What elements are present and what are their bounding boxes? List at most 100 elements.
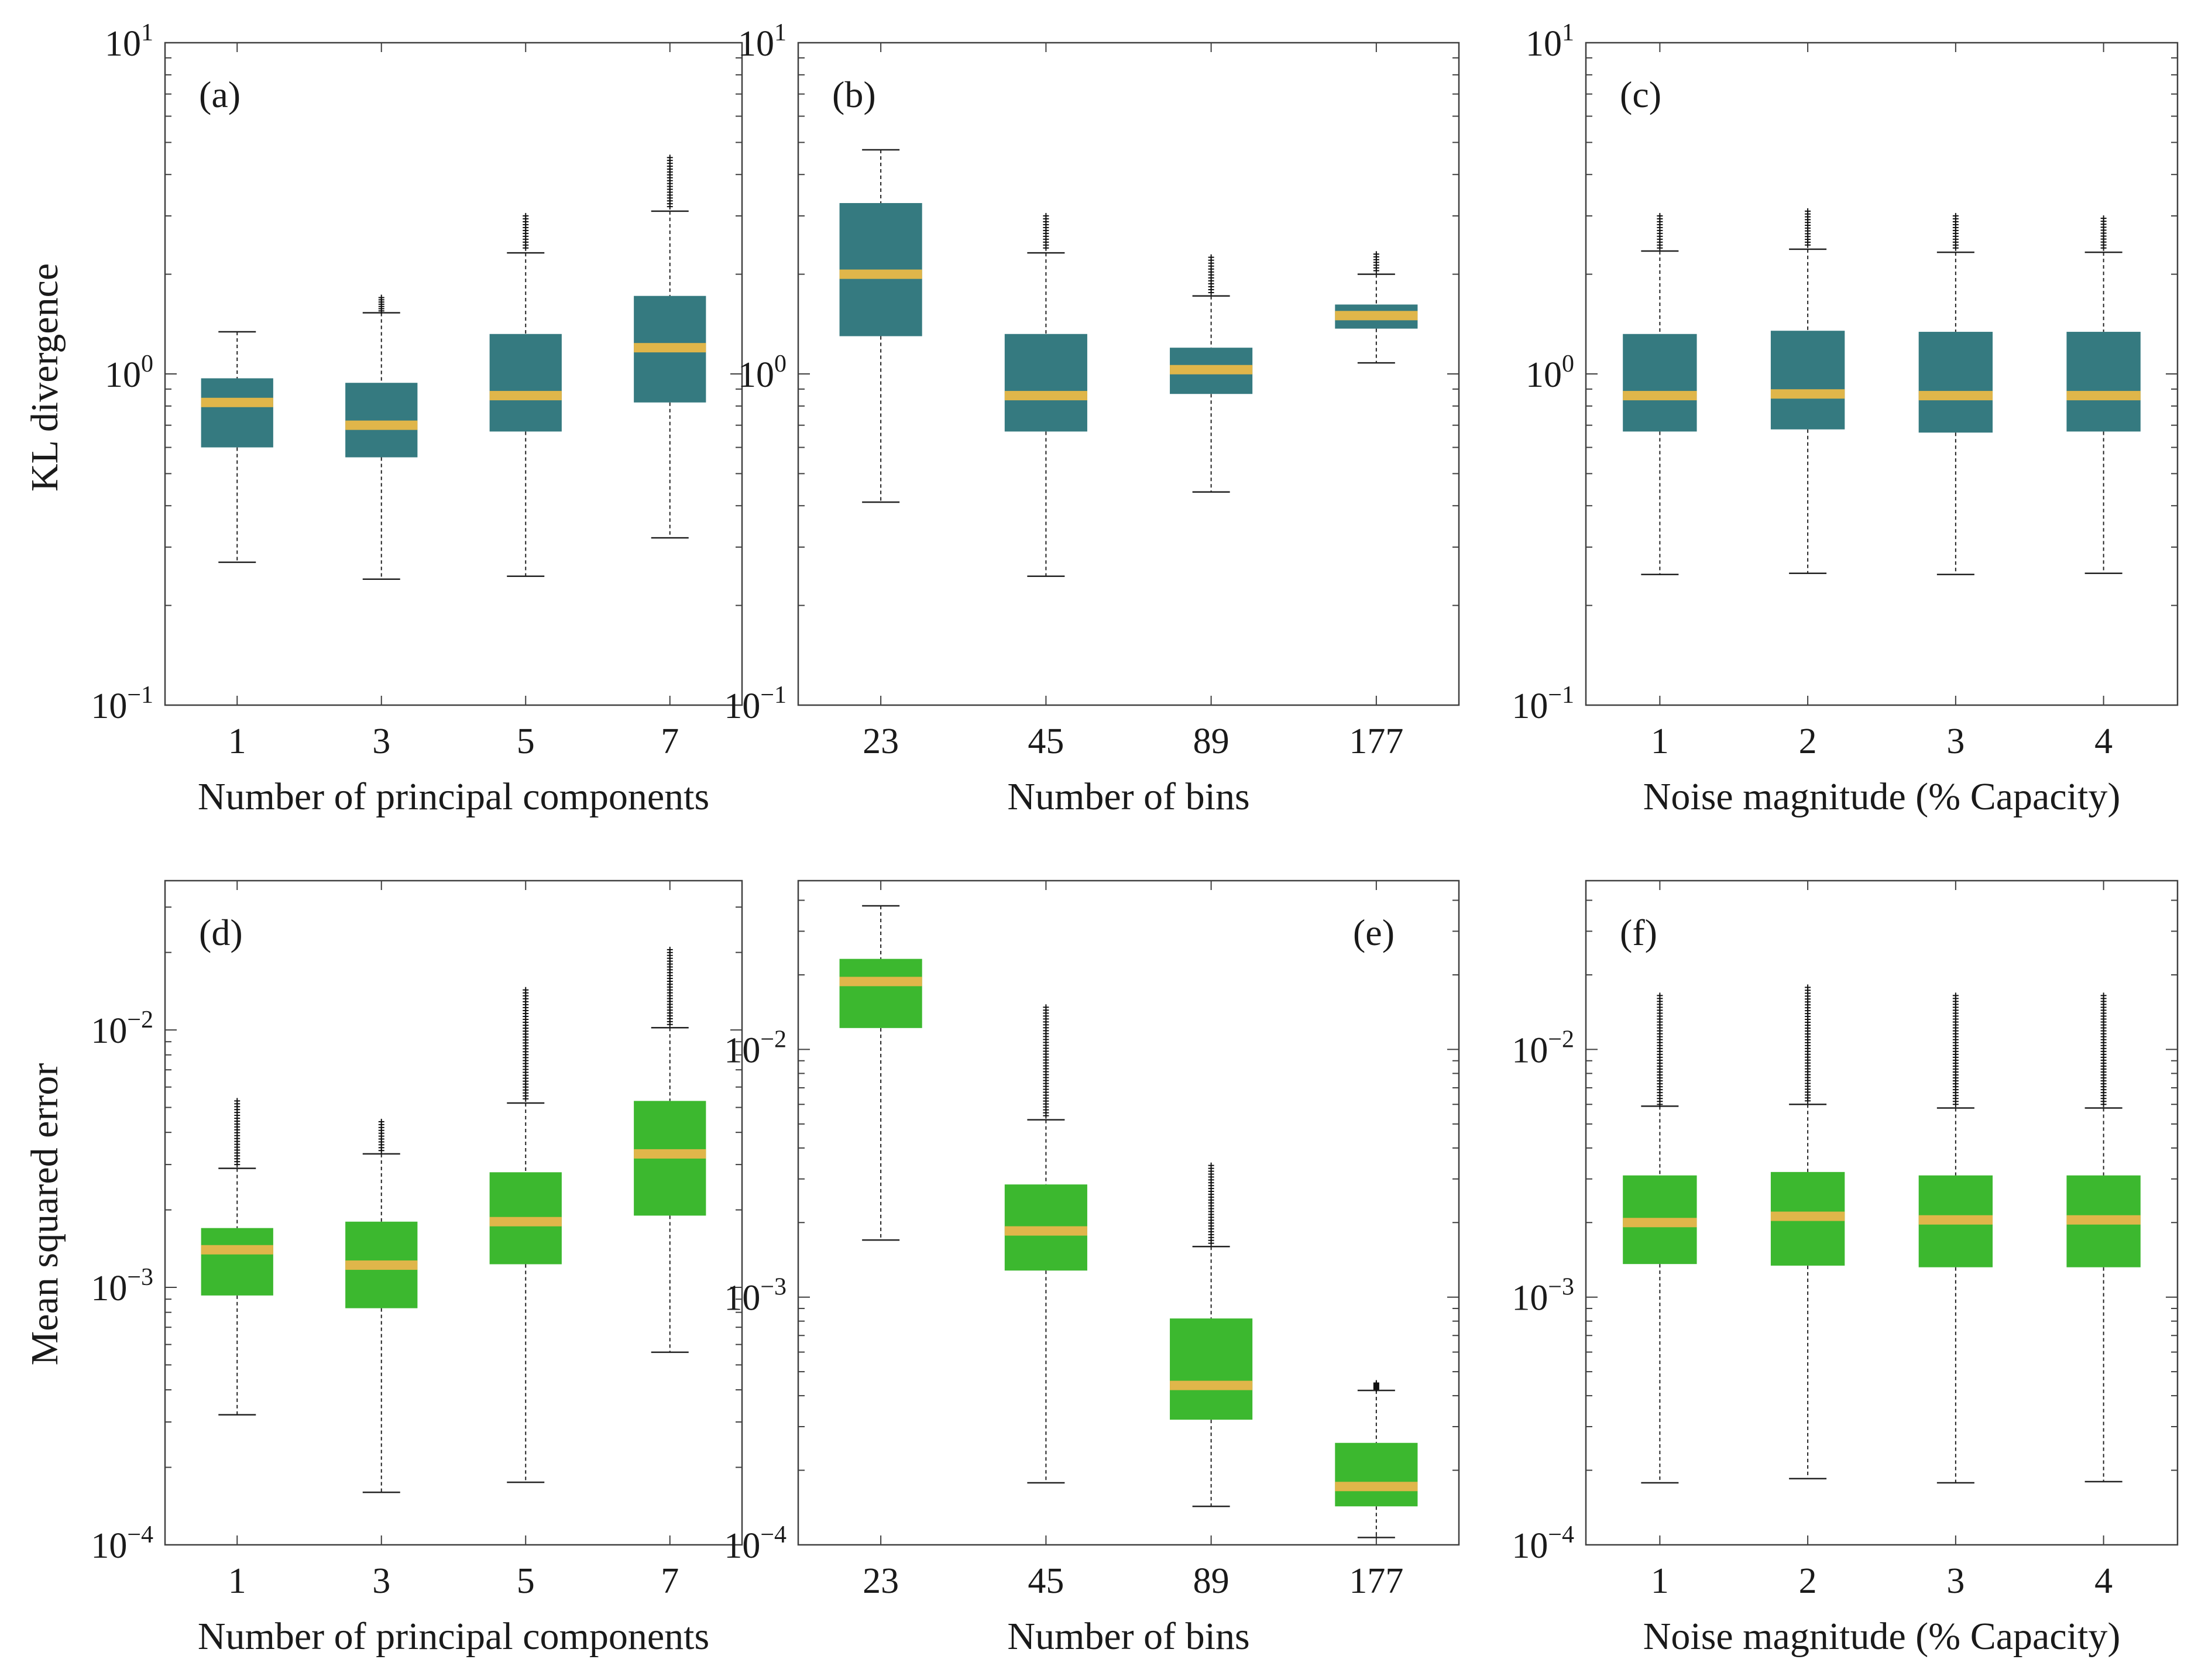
x-tick-label: 5 bbox=[517, 1561, 535, 1601]
outlier-markers bbox=[1043, 1004, 1049, 1119]
outlier-markers bbox=[1657, 992, 1663, 1108]
chart-panel-c: 101 100 10−1 1 2 3 4 Noise magnitude (% Capacit… bbox=[1512, 19, 2179, 818]
x-tick-label: 1 bbox=[228, 1561, 246, 1601]
box-89 bbox=[1170, 1162, 1253, 1507]
outlier-markers bbox=[1952, 212, 1959, 251]
median-line bbox=[634, 343, 706, 353]
x-tick-label: 89 bbox=[1193, 722, 1229, 761]
outlier-markers bbox=[1043, 212, 1049, 251]
box-3 bbox=[1918, 992, 1993, 1484]
x-tick-label: 177 bbox=[1349, 1561, 1403, 1601]
iqr-box bbox=[1623, 334, 1697, 432]
box-177 bbox=[1335, 1380, 1418, 1538]
box-1 bbox=[1623, 992, 1697, 1484]
box-5 bbox=[489, 987, 562, 1483]
panel-label: (a) bbox=[199, 74, 241, 115]
box-2 bbox=[1770, 984, 1845, 1480]
x-tick-label: 1 bbox=[1651, 1561, 1669, 1601]
panels: 101 100 10−1 1 3 5 7 Number of principal compon… bbox=[91, 19, 2179, 1658]
y-tick-label: 10−1 bbox=[1512, 682, 1574, 726]
outlier-markers bbox=[378, 294, 384, 314]
outlier-markers bbox=[1373, 1380, 1379, 1392]
outlier-markers bbox=[667, 946, 673, 1028]
median-line bbox=[839, 269, 922, 279]
x-axis-label: Number of principal components bbox=[198, 1615, 709, 1658]
median-line bbox=[1918, 391, 1993, 401]
outlier-markers bbox=[2100, 992, 2107, 1108]
box-1 bbox=[201, 1098, 273, 1416]
chart-panel-d: 10−2 10−3 10−4 1 3 5 7 Number of principal comp… bbox=[91, 879, 743, 1658]
panel-label: (e) bbox=[1353, 912, 1395, 953]
outlier-markers bbox=[1805, 984, 1811, 1104]
median-line bbox=[1770, 1211, 1845, 1221]
median-line bbox=[345, 420, 418, 430]
y-tick-label: 10−4 bbox=[1512, 1521, 1574, 1566]
box-3 bbox=[1918, 212, 1993, 575]
x-axis-label: Number of bins bbox=[1007, 1615, 1249, 1658]
box-45 bbox=[1004, 212, 1087, 577]
y-tick-label: 10−3 bbox=[91, 1264, 153, 1308]
y-tick-label: 10−4 bbox=[724, 1521, 787, 1566]
box-7 bbox=[634, 154, 706, 539]
y-tick-label: 100 bbox=[1526, 351, 1574, 395]
y-tick-label: 10−4 bbox=[91, 1521, 153, 1566]
x-tick-label: 7 bbox=[661, 1561, 679, 1601]
x-tick-label: 23 bbox=[863, 722, 899, 761]
outlier-markers bbox=[1208, 1162, 1214, 1246]
y-tick-label: 100 bbox=[738, 351, 787, 395]
x-tick-label: 89 bbox=[1193, 1561, 1229, 1601]
iqr-box bbox=[345, 383, 418, 458]
box-2 bbox=[1770, 208, 1845, 575]
outlier-markers bbox=[1952, 992, 1959, 1108]
x-axis-label: Noise magnitude (% Capacity) bbox=[1643, 775, 2121, 818]
y-tick-label: 101 bbox=[1526, 19, 1574, 64]
y-tick-label: 100 bbox=[105, 351, 153, 395]
y-tick-label: 10−3 bbox=[1512, 1274, 1574, 1318]
median-line bbox=[1918, 1215, 1993, 1225]
x-tick-label: 4 bbox=[2094, 1561, 2113, 1601]
panel-label: (c) bbox=[1620, 74, 1661, 115]
x-tick-label: 45 bbox=[1028, 1561, 1064, 1601]
iqr-box bbox=[489, 334, 562, 432]
chart-panel-f: 10−2 10−3 10−4 1 2 3 4 Noise magnitude (% Capac… bbox=[1512, 879, 2179, 1658]
x-tick-label: 3 bbox=[372, 1561, 390, 1601]
median-line bbox=[201, 1245, 273, 1255]
iqr-box bbox=[1170, 1318, 1253, 1420]
box-7 bbox=[634, 946, 706, 1353]
outlier-markers bbox=[234, 1098, 241, 1168]
plot-frame bbox=[1585, 879, 2179, 1546]
outlier-markers bbox=[667, 154, 673, 210]
chart-panel-e: 10−2 10−3 10−4 23 45 89 177 Number of bins (e) bbox=[724, 879, 1460, 1658]
outlier-markers bbox=[1373, 251, 1379, 274]
x-tick-label: 177 bbox=[1349, 722, 1403, 761]
x-tick-label: 4 bbox=[2094, 722, 2113, 761]
median-line bbox=[1335, 311, 1418, 321]
outlier-markers bbox=[1208, 254, 1214, 296]
box-45 bbox=[1004, 1004, 1087, 1484]
iqr-box bbox=[1004, 334, 1087, 432]
box-4 bbox=[2066, 215, 2141, 575]
outlier-markers bbox=[2100, 215, 2107, 251]
box-89 bbox=[1170, 254, 1253, 493]
box-5 bbox=[489, 212, 562, 577]
box-23 bbox=[839, 905, 922, 1241]
iqr-box bbox=[1770, 331, 1845, 430]
median-line bbox=[2066, 1215, 2141, 1225]
box-23 bbox=[839, 149, 922, 503]
plot-frame bbox=[797, 879, 1460, 1546]
x-tick-label: 7 bbox=[661, 722, 679, 761]
x-tick-label: 3 bbox=[372, 722, 390, 761]
median-line bbox=[839, 977, 922, 987]
median-line bbox=[2066, 391, 2141, 401]
x-tick-label: 23 bbox=[863, 1561, 899, 1601]
median-line bbox=[1004, 391, 1087, 401]
iqr-box bbox=[839, 958, 922, 1028]
y-tick-label: 10−2 bbox=[91, 1006, 153, 1051]
y-tick-label: 101 bbox=[105, 19, 153, 64]
x-tick-label: 5 bbox=[517, 722, 535, 761]
iqr-box bbox=[201, 378, 273, 448]
panel-label: (b) bbox=[832, 74, 876, 115]
y-tick-label: 10−1 bbox=[91, 682, 153, 726]
median-line bbox=[345, 1260, 418, 1270]
